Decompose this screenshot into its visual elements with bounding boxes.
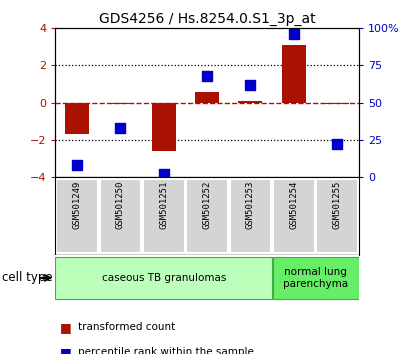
Point bbox=[290, 32, 296, 37]
Title: GDS4256 / Hs.8254.0.S1_3p_at: GDS4256 / Hs.8254.0.S1_3p_at bbox=[99, 12, 315, 26]
Bar bbox=[65, 103, 89, 134]
FancyBboxPatch shape bbox=[272, 257, 358, 299]
FancyBboxPatch shape bbox=[186, 178, 227, 253]
Point bbox=[333, 142, 339, 147]
Text: GSM501255: GSM501255 bbox=[332, 181, 341, 229]
FancyBboxPatch shape bbox=[99, 178, 141, 253]
FancyBboxPatch shape bbox=[272, 178, 314, 253]
Point bbox=[247, 82, 253, 88]
FancyBboxPatch shape bbox=[56, 178, 98, 253]
Bar bbox=[151, 103, 175, 151]
Text: normal lung
parenchyma: normal lung parenchyma bbox=[283, 267, 348, 289]
Text: GSM501250: GSM501250 bbox=[116, 181, 125, 229]
Text: ■: ■ bbox=[59, 321, 71, 334]
Text: GSM501251: GSM501251 bbox=[159, 181, 168, 229]
FancyBboxPatch shape bbox=[315, 178, 357, 253]
Point bbox=[203, 73, 210, 79]
Bar bbox=[324, 103, 348, 104]
Text: GSM501252: GSM501252 bbox=[202, 181, 211, 229]
Text: ■: ■ bbox=[59, 346, 71, 354]
FancyBboxPatch shape bbox=[143, 178, 184, 253]
FancyBboxPatch shape bbox=[55, 257, 272, 299]
Bar bbox=[108, 103, 132, 104]
Bar bbox=[281, 45, 305, 103]
Text: cell type: cell type bbox=[2, 272, 52, 284]
Point bbox=[160, 171, 166, 177]
FancyBboxPatch shape bbox=[229, 178, 270, 253]
Text: GSM501254: GSM501254 bbox=[288, 181, 297, 229]
Text: GSM501253: GSM501253 bbox=[245, 181, 254, 229]
Text: caseous TB granulomas: caseous TB granulomas bbox=[101, 273, 225, 283]
Bar bbox=[238, 101, 262, 103]
Text: transformed count: transformed count bbox=[78, 322, 175, 332]
Bar bbox=[195, 92, 218, 103]
Point bbox=[117, 125, 124, 131]
Text: percentile rank within the sample: percentile rank within the sample bbox=[78, 347, 253, 354]
Point bbox=[74, 162, 80, 168]
Text: GSM501249: GSM501249 bbox=[72, 181, 81, 229]
